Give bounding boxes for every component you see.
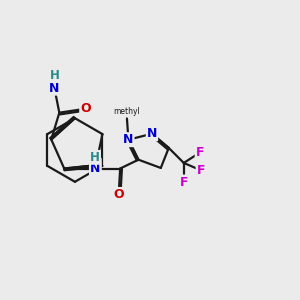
Text: O: O (80, 102, 91, 115)
Text: F: F (196, 164, 205, 177)
Text: methyl: methyl (114, 107, 140, 116)
Text: F: F (196, 146, 204, 159)
Text: N: N (49, 82, 60, 94)
Text: N: N (90, 162, 100, 175)
Text: F: F (179, 176, 188, 188)
Text: O: O (113, 188, 124, 201)
Text: N: N (147, 127, 157, 140)
Text: S: S (91, 159, 101, 172)
Text: H: H (50, 69, 59, 82)
Text: N: N (123, 133, 134, 146)
Text: H: H (90, 151, 100, 164)
